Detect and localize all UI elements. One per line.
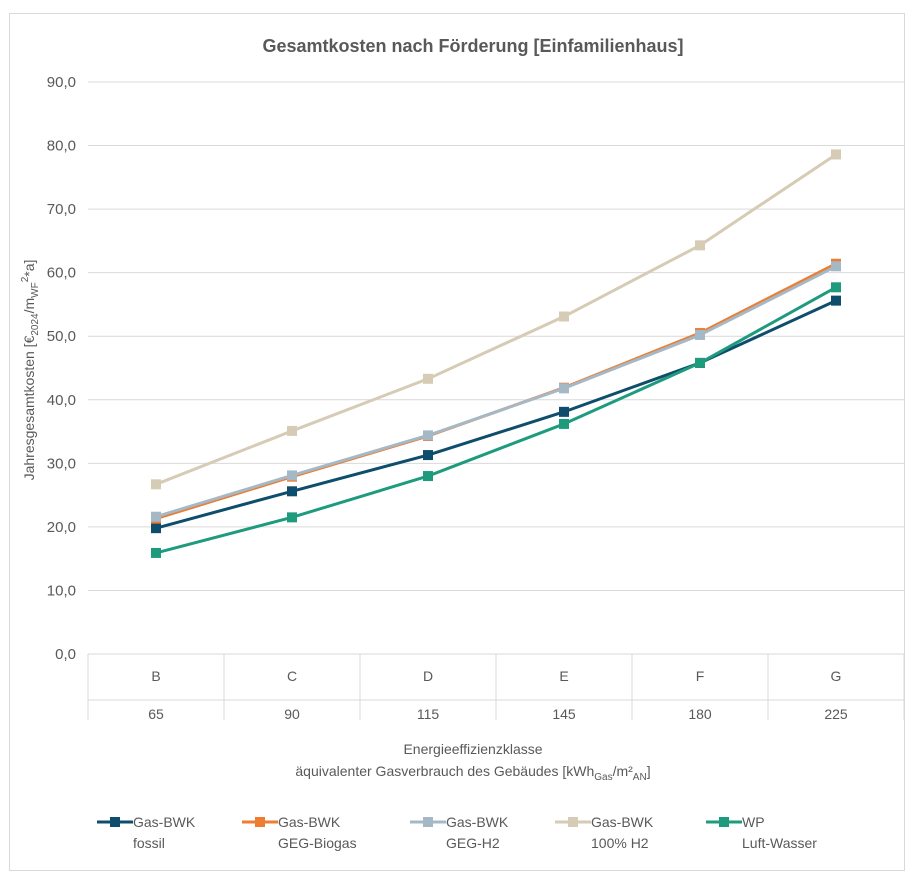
y-tick-label: 80,0 [47,138,76,155]
y-tick-label: 90,0 [47,74,76,91]
x-category-label: D [423,668,433,684]
x-category-value-label: 115 [417,706,440,722]
legend-label-line2: 100% H2 [591,835,649,851]
x-axis-title-line2: äquivalenter Gasverbrauch des Gebäudes [… [295,763,650,783]
x-category-value-label: 225 [824,706,848,722]
y-tick-label: 0,0 [55,646,76,663]
data-point [695,240,705,251]
legend-item: Gas-BWK GEG-H2 [410,814,509,851]
data-point [287,512,297,523]
legend-label-line2: GEG-Biogas [278,835,357,851]
x-category-label: C [287,668,297,684]
series-line [155,264,837,519]
data-point [831,149,841,160]
data-point [423,471,433,482]
data-point [151,547,161,558]
x-category-value-label: 145 [552,706,576,722]
data-point [831,261,841,272]
y-tick-label: 20,0 [47,519,76,536]
data-point [695,329,705,340]
data-point [151,511,161,522]
data-point [559,311,569,322]
data-point [423,373,433,384]
data-point [287,470,297,481]
data-point [559,383,569,394]
x-category-label: G [831,668,842,684]
chart-frame [9,13,905,871]
legend-label-line1: Gas-BWK [591,814,654,830]
x-axis-category-table: B C D E F G 65 90 115 145 180 225 [87,654,905,722]
series-line [155,153,837,486]
data-point [287,486,297,497]
series-line [155,299,837,530]
legend-swatch-marker [568,817,578,827]
legend-label-line2: GEG-H2 [446,835,500,851]
x-axis-title-line1: Energieeffizienzklasse [403,741,542,757]
legend-item: Gas-BWK GEG-Biogas [242,814,357,851]
series-2 [151,261,841,522]
series-0 [151,295,841,534]
y-axis-ticks: 0,0 10,0 20,0 30,0 40,0 50,0 60,0 70,0 80,0 90,0 [47,74,76,663]
series-group [151,149,841,558]
legend-item: Gas-BWK fossil [97,814,196,851]
series-4 [151,282,841,558]
legend-swatch-marker [719,817,729,827]
data-point [423,450,433,461]
legend-label-line1: WP [742,814,765,830]
y-tick-label: 40,0 [47,392,76,409]
data-point [559,418,569,429]
data-point [287,425,297,436]
data-point [695,357,705,368]
legend-swatch-marker [423,817,433,827]
series-line [155,285,837,555]
y-tick-label: 30,0 [47,455,76,472]
legend-swatch-marker [255,817,265,827]
data-point [423,430,433,441]
y-tick-label: 50,0 [47,328,76,345]
x-category-label: F [696,668,705,684]
x-category-label: B [151,668,160,684]
data-point [151,479,161,490]
legend-swatch-marker [110,817,120,827]
x-category-value-label: 180 [688,706,712,722]
series-3 [151,149,841,490]
legend-label-line1: Gas-BWK [133,814,196,830]
y-tick-label: 10,0 [47,582,76,599]
data-point [831,295,841,306]
y-axis-title: Jahresgesamtkosten [€2024/mWF2*a] [20,260,41,481]
series-line [155,262,837,521]
legend-label-line2: Luft-Wasser [742,835,817,851]
y-tick-label: 60,0 [47,265,76,282]
legend-item: WP Luft-Wasser [706,814,817,851]
x-category-value-label: 90 [284,706,300,722]
x-category-value-label: 65 [148,706,164,722]
legend: Gas-BWK fossil Gas-BWK GEG-Biogas Gas-BWK GEG… [97,814,817,851]
data-point [151,523,161,534]
series-1 [151,258,841,524]
legend-label-line1: Gas-BWK [446,814,509,830]
gridlines [88,81,904,655]
legend-item: Gas-BWK 100% H2 [555,814,654,851]
data-point [559,406,569,417]
x-category-label: E [559,668,568,684]
legend-label-line1: Gas-BWK [278,814,341,830]
legend-label-line2: fossil [133,835,165,851]
data-point [831,282,841,293]
y-tick-label: 70,0 [47,201,76,218]
chart-title: Gesamtkosten nach Förderung [Einfamilien… [262,36,683,56]
